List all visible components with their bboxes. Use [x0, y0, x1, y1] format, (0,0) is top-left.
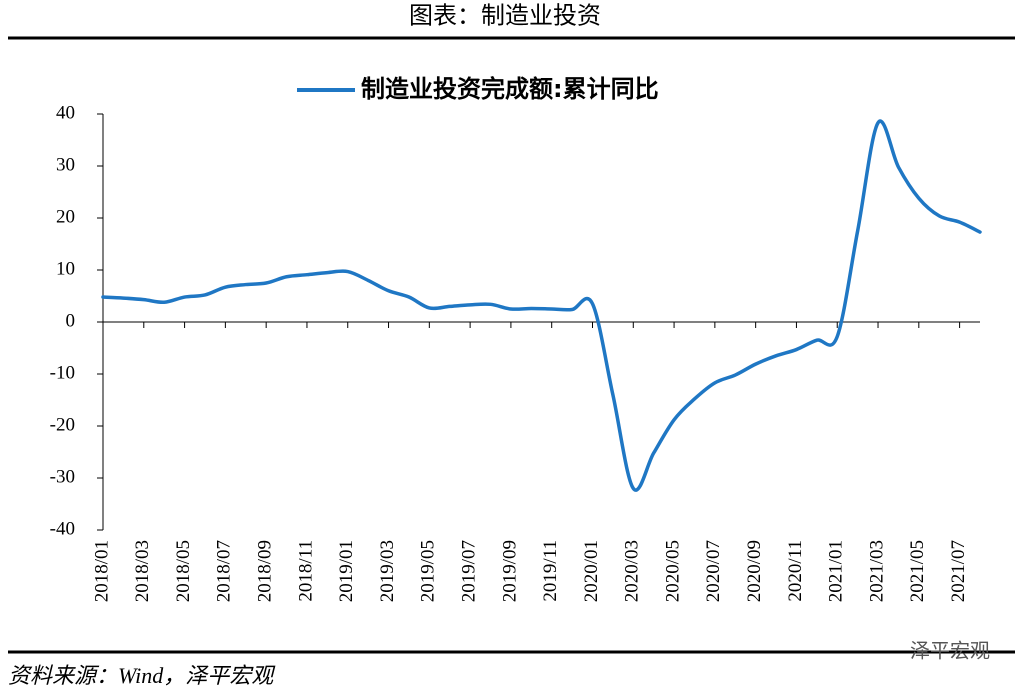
x-tick-label: 2021/05 [907, 540, 928, 602]
x-tick-label: 2018/07 [214, 540, 235, 602]
watermark: 泽平宏观 [910, 639, 990, 663]
x-tick-label: 2019/07 [458, 540, 479, 602]
series-line [101, 119, 982, 492]
y-tick-label: 20 [56, 206, 75, 227]
y-tick-label: -30 [50, 466, 75, 487]
x-tick-label: 2019/01 [336, 540, 357, 602]
y-tick-label: -40 [50, 518, 75, 539]
page-header: 图表：制造业投资 [409, 3, 601, 30]
x-tick-label: 2018/03 [132, 540, 153, 602]
y-tick-label: 30 [56, 154, 75, 175]
y-tick-label: -10 [50, 362, 75, 383]
y-tick-label: -20 [50, 414, 75, 435]
y-tick-label: 40 [56, 102, 75, 123]
legend-label: 制造业投资完成额:累计同比 [361, 75, 659, 103]
x-tick-label: 2020/09 [744, 540, 765, 602]
x-tick-label: 2018/11 [295, 540, 316, 602]
y-tick-label: 10 [56, 258, 75, 279]
x-tick-label: 2019/03 [377, 540, 398, 602]
x-tick-label: 2018/05 [173, 540, 194, 602]
x-tick-label: 2020/11 [785, 540, 806, 602]
source-note: 资料来源：Wind，泽平宏观 [8, 663, 276, 688]
x-tick-label: 2020/07 [703, 540, 724, 602]
x-tick-label: 2021/03 [866, 540, 887, 602]
x-tick-label: 2021/07 [948, 540, 969, 602]
y-tick-label: 0 [66, 310, 76, 331]
x-tick-label: 2019/09 [499, 540, 520, 602]
x-tick-label: 2019/11 [540, 540, 561, 602]
x-tick-label: 2018/09 [255, 540, 276, 602]
x-tick-label: 2021/01 [826, 540, 847, 602]
x-tick-label: 2018/01 [91, 540, 112, 602]
x-tick-label: 2020/05 [662, 540, 683, 602]
x-tick-label: 2020/03 [622, 540, 643, 602]
x-tick-label: 2020/01 [581, 540, 602, 602]
x-tick-label: 2019/05 [418, 540, 439, 602]
